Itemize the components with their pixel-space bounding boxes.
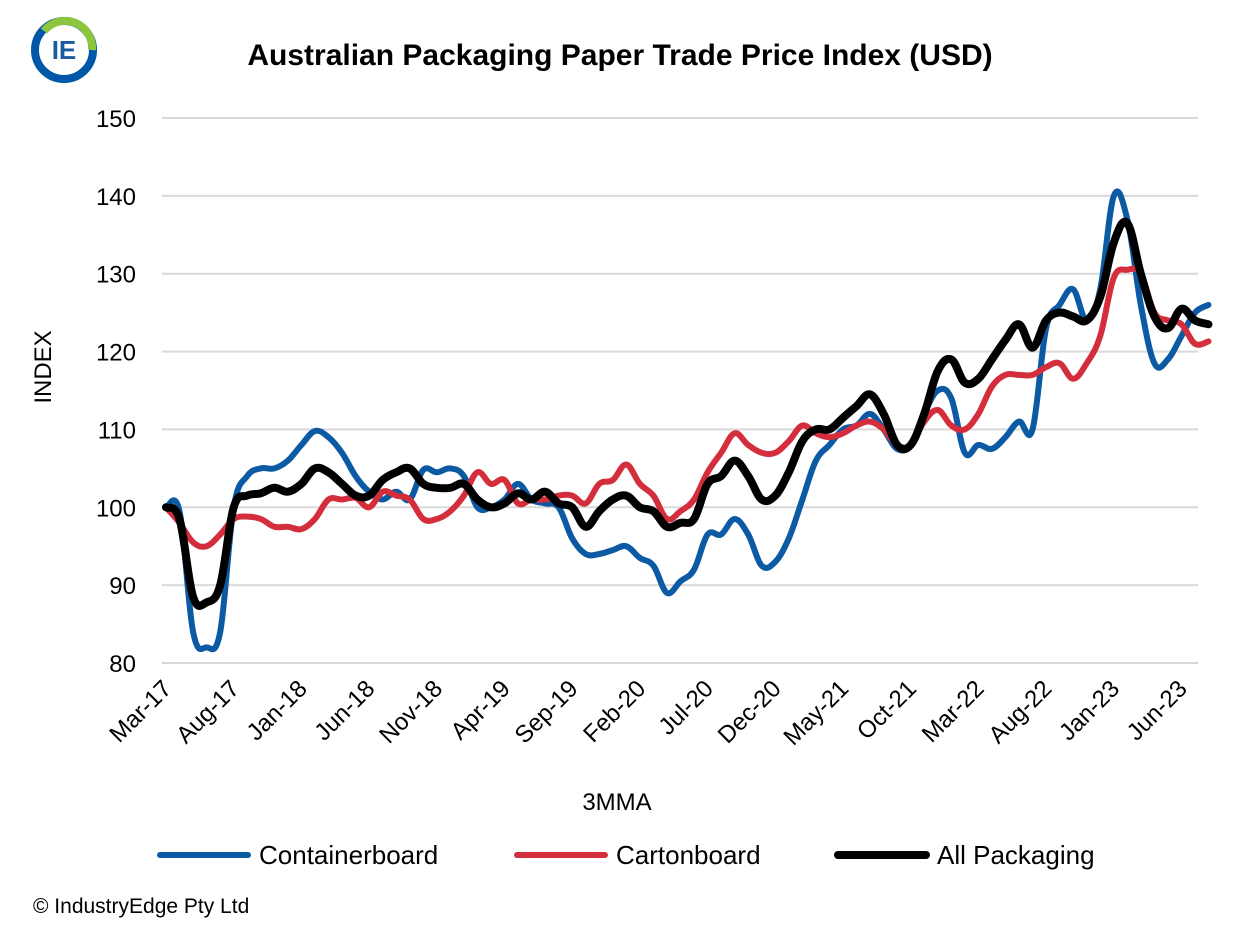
y-tick-label: 150 [96,106,136,133]
y-tick-label: 130 [96,262,136,289]
x-tick-label: Aug-22 [983,675,1057,749]
all-packaging-line [162,217,1213,610]
containerboard-line [163,188,1212,653]
logo-ring-accent [40,16,97,51]
legend-all-packaging: All Packaging [834,840,1095,870]
x-tick-label: Oct-21 [852,675,922,745]
x-tick-label: Sep-19 [510,675,584,749]
x-tick-label: Jun-18 [309,675,380,746]
series-lines [162,188,1213,653]
x-tick-label: Feb-20 [578,675,651,748]
y-tick-label: 110 [98,417,136,444]
x-tick-label: Aug-17 [171,675,245,749]
legend-containerboard: Containerboard [157,840,438,870]
legend-label: Cartonboard [616,840,761,870]
logo-center [44,30,84,70]
x-tick-label: Dec-20 [713,675,787,749]
x-tick-label: Jan-23 [1054,675,1125,746]
y-axis-title: INDEX [30,330,57,403]
cartonboard-line [163,265,1212,550]
x-tick-label: Mar-17 [104,675,177,748]
y-tick-label: 140 [96,184,136,211]
y-tick-label: 90 [109,573,136,600]
y-tick-label: 100 [96,495,136,522]
x-tick-label: Apr-19 [446,675,516,745]
legend: Containerboard Cartonboard All Packaging [157,840,1095,870]
copyright-text: © IndustryEdge Pty Ltd [33,895,249,918]
x-tick-label: Jan-18 [242,675,313,746]
industryedge-logo: IE [31,16,97,83]
y-tick-label: 120 [96,340,136,367]
x-axis-title: 3MMA [582,789,651,816]
legend-label: Containerboard [259,840,438,870]
x-tick-label: May-21 [779,675,855,751]
legend-label: All Packaging [937,840,1095,870]
logo-text: IE [52,35,77,65]
y-tick-label: 80 [109,651,136,678]
y-tick-labels: 80 90 100 110 120 130 140 150 [96,106,136,678]
x-tick-labels: Mar-17Aug-17Jan-18Jun-18Nov-18Apr-19Sep-… [104,675,1192,751]
chart-title: Australian Packaging Paper Trade Price I… [247,39,992,72]
legend-cartonboard: Cartonboard [514,840,761,870]
x-tick-label: Mar-22 [917,675,990,748]
x-tick-label: Nov-18 [374,675,448,749]
x-tick-label: Jul-20 [654,675,719,740]
x-tick-label: Jun-23 [1122,675,1193,746]
